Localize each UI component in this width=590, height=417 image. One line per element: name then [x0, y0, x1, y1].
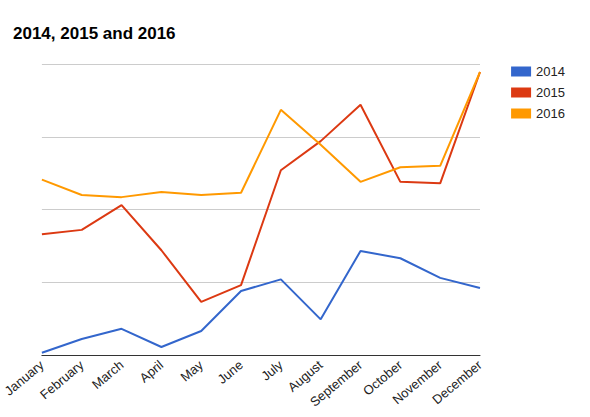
svg-text:March: March	[89, 357, 126, 392]
svg-text:April: April	[137, 357, 167, 385]
svg-text:2014: 2014	[536, 64, 565, 79]
svg-text:January: January	[1, 357, 47, 399]
svg-text:December: December	[429, 357, 485, 407]
svg-text:June: June	[215, 357, 246, 387]
svg-text:2015: 2015	[536, 85, 565, 100]
svg-text:February: February	[37, 357, 87, 402]
svg-text:May: May	[178, 357, 207, 385]
svg-text:August: August	[284, 357, 326, 395]
svg-text:September: September	[307, 357, 366, 410]
svg-text:July: July	[258, 357, 286, 384]
svg-text:2014, 2015 and 2016: 2014, 2015 and 2016	[13, 24, 176, 43]
svg-text:2016: 2016	[536, 106, 565, 121]
svg-text:November: November	[389, 357, 445, 408]
svg-text:October: October	[360, 357, 406, 399]
